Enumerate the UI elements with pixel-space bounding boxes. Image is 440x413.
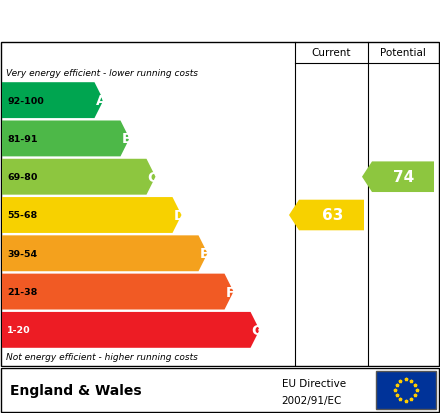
Text: England & Wales: England & Wales — [10, 383, 142, 397]
Polygon shape — [289, 200, 364, 231]
Text: 92-100: 92-100 — [7, 96, 44, 105]
Text: F: F — [226, 285, 235, 299]
Polygon shape — [362, 162, 434, 192]
Polygon shape — [2, 159, 155, 195]
Polygon shape — [2, 312, 260, 348]
Bar — [376, 371, 436, 409]
Text: 74: 74 — [393, 170, 414, 185]
Polygon shape — [2, 83, 103, 119]
Text: Not energy efficient - higher running costs: Not energy efficient - higher running co… — [6, 353, 198, 362]
Text: 63: 63 — [322, 208, 343, 223]
Text: 55-68: 55-68 — [7, 211, 37, 220]
Text: C: C — [147, 170, 158, 184]
Text: EU Directive: EU Directive — [282, 378, 346, 388]
Text: Energy Efficiency Rating: Energy Efficiency Rating — [11, 12, 280, 31]
Text: 1-20: 1-20 — [7, 325, 31, 335]
Text: B: B — [121, 132, 132, 146]
Text: A: A — [95, 94, 106, 108]
Text: 39-54: 39-54 — [7, 249, 37, 258]
Text: Potential: Potential — [380, 48, 426, 58]
Text: 81-91: 81-91 — [7, 135, 37, 144]
Text: E: E — [199, 247, 209, 261]
Polygon shape — [2, 274, 234, 310]
Polygon shape — [2, 197, 182, 233]
Text: D: D — [173, 209, 185, 223]
Text: Very energy efficient - lower running costs: Very energy efficient - lower running co… — [6, 69, 198, 78]
Text: 21-38: 21-38 — [7, 287, 37, 297]
Text: 69-80: 69-80 — [7, 173, 37, 182]
Text: Current: Current — [312, 48, 351, 58]
Polygon shape — [2, 121, 129, 157]
Text: G: G — [252, 323, 263, 337]
Polygon shape — [2, 236, 208, 272]
Text: 2002/91/EC: 2002/91/EC — [282, 395, 342, 405]
